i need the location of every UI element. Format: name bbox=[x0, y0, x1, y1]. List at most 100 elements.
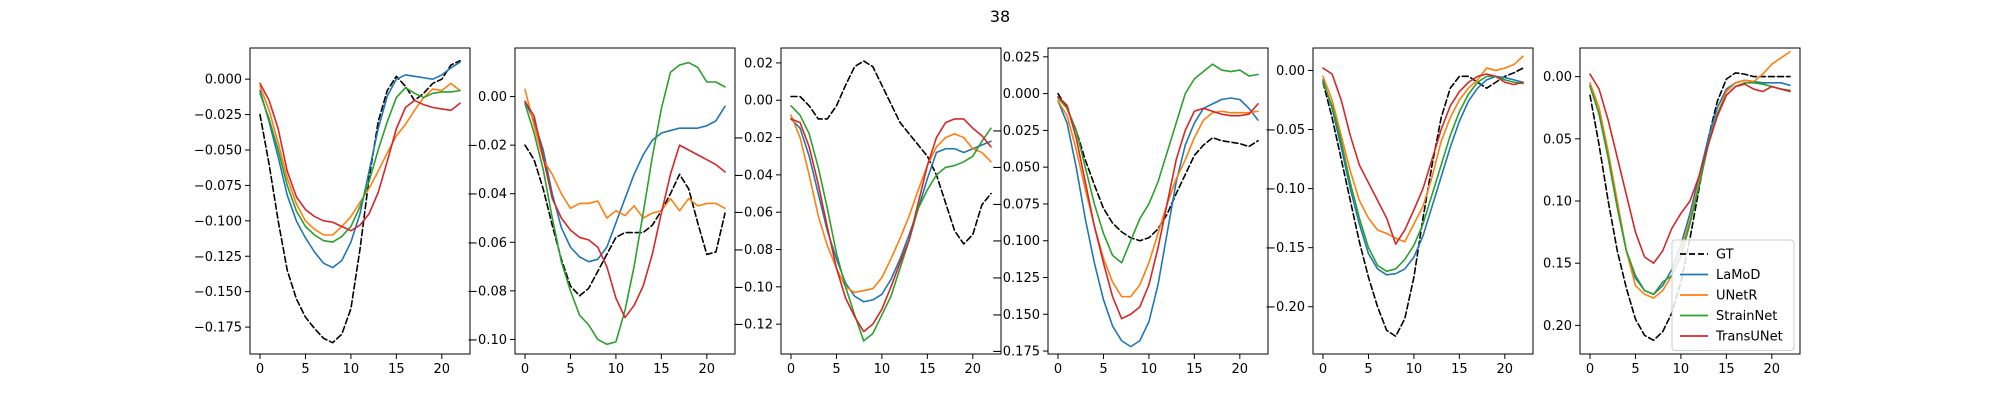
axes-frame bbox=[514, 47, 736, 355]
series-line-lamod bbox=[524, 100, 726, 263]
y-tick-label: 0.00 bbox=[478, 90, 507, 105]
series-line-transunet bbox=[1589, 73, 1791, 265]
x-tick-label: 0 bbox=[256, 362, 264, 377]
y-tick-label: 0.00 bbox=[1543, 70, 1572, 85]
axes-frame bbox=[249, 47, 471, 355]
series-line-gt bbox=[259, 59, 461, 344]
y-tick-label: −0.08 bbox=[733, 243, 773, 258]
y-tick-label: −0.025 bbox=[194, 108, 242, 123]
y-tick-label: −0.06 bbox=[467, 236, 507, 251]
x-tick-label: 20 bbox=[1764, 362, 1781, 377]
y-tick-label: −0.20 bbox=[1265, 300, 1305, 315]
series-line-strainnet bbox=[1322, 75, 1524, 273]
y-tick-label: −0.175 bbox=[194, 321, 242, 336]
y-tick-label: 0.15 bbox=[1543, 257, 1572, 272]
y-tick-label: −0.04 bbox=[467, 187, 507, 202]
y-tick-label: −0.08 bbox=[467, 284, 507, 299]
x-tick-label: 15 bbox=[1718, 362, 1735, 377]
figure-title: 38 bbox=[990, 7, 1010, 26]
y-tick-label: −0.12 bbox=[733, 318, 773, 333]
y-tick-label: 0.05 bbox=[1543, 132, 1572, 147]
series-line-strainnet bbox=[524, 61, 726, 346]
y-tick-label: 0.10 bbox=[1543, 195, 1572, 210]
x-tick-label: 10 bbox=[874, 362, 891, 377]
x-tick-label: 5 bbox=[566, 362, 574, 377]
series-line-transunet bbox=[259, 82, 461, 232]
x-tick-label: 5 bbox=[301, 362, 309, 377]
y-tick-label: −0.02 bbox=[733, 131, 773, 146]
x-tick-label: 0 bbox=[521, 362, 529, 377]
series-line-lamod bbox=[259, 61, 461, 269]
y-tick-label: −0.04 bbox=[733, 168, 773, 183]
y-tick-label: 0.025 bbox=[1003, 50, 1040, 65]
series-line-transunet bbox=[524, 100, 726, 319]
axes-frame bbox=[780, 47, 1002, 355]
x-tick-label: 0 bbox=[1586, 362, 1594, 377]
y-tick-label: −0.05 bbox=[1265, 123, 1305, 138]
series-line-strainnet bbox=[259, 86, 461, 243]
y-tick-label: −0.125 bbox=[992, 271, 1040, 286]
y-tick-label: −0.125 bbox=[194, 250, 242, 265]
x-tick-label: 20 bbox=[1232, 362, 1249, 377]
x-tick-label: 15 bbox=[388, 362, 405, 377]
x-tick-label: 15 bbox=[919, 362, 936, 377]
x-tick-label: 10 bbox=[608, 362, 625, 377]
axes-frame bbox=[1047, 47, 1269, 355]
x-tick-label: 15 bbox=[1451, 362, 1468, 377]
x-tick-label: 20 bbox=[965, 362, 982, 377]
x-tick-label: 5 bbox=[1099, 362, 1107, 377]
series-line-transunet bbox=[1057, 95, 1259, 320]
series-line-unetr bbox=[259, 82, 461, 236]
legend-label-transunet: TransUNet bbox=[1715, 330, 1783, 345]
subplot-4: 0 5 10 15 20 0.025 0.000 −0.025 −0.050 −0.075 −0.1… bbox=[992, 47, 1269, 377]
subplot-5: 0 5 10 15 20 0.00 −0.05 −0.10 −0.15 −0.20 bbox=[1265, 47, 1534, 377]
legend-box bbox=[1671, 239, 1795, 351]
y-tick-label: 0.20 bbox=[1543, 319, 1572, 334]
x-tick-label: 15 bbox=[1186, 362, 1203, 377]
legend-label-strainnet: StrainNet bbox=[1716, 309, 1777, 324]
x-tick-label: 5 bbox=[832, 362, 840, 377]
series-line-gt bbox=[790, 60, 992, 245]
subplot-2: 0 5 10 15 20 0.00 −0.02 −0.04 −0.06 −0.08 −0.10 bbox=[467, 47, 736, 377]
y-tick-label: 0.000 bbox=[1003, 87, 1040, 102]
x-tick-label: 5 bbox=[1631, 362, 1639, 377]
series-line-gt bbox=[1322, 67, 1524, 338]
y-tick-label: −0.075 bbox=[992, 197, 1040, 212]
series-line-strainnet bbox=[1057, 63, 1259, 264]
y-tick-label: −0.15 bbox=[1265, 241, 1305, 256]
y-tick-label: −0.050 bbox=[992, 161, 1040, 176]
x-tick-label: 20 bbox=[1497, 362, 1514, 377]
series-line-gt bbox=[1589, 72, 1791, 342]
x-tick-label: 20 bbox=[699, 362, 716, 377]
y-tick-label: −0.10 bbox=[1265, 182, 1305, 197]
legend-label-unetr: UNetR bbox=[1716, 289, 1757, 304]
y-tick-label: −0.150 bbox=[194, 285, 242, 300]
x-tick-label: 20 bbox=[434, 362, 451, 377]
series-line-lamod bbox=[1322, 75, 1524, 276]
subplot-1: 0 5 10 15 20 0.000 −0.025 −0.050 −0.075 −0.100 −0.… bbox=[194, 47, 471, 377]
y-tick-label: −0.025 bbox=[992, 124, 1040, 139]
subplot-6: 0 5 10 15 20 0.00 0.05 0.10 0.15 0.20 bbox=[1543, 47, 1801, 377]
y-tick-label: −0.100 bbox=[194, 214, 242, 229]
subplots: 0 5 10 15 200.000−0.025−0.050−0.075−0.100−0.… bbox=[194, 47, 1801, 377]
series-line-lamod bbox=[790, 118, 992, 303]
y-tick-label: −0.150 bbox=[992, 308, 1040, 323]
x-tick-label: 0 bbox=[1319, 362, 1327, 377]
subplot-3: 0 5 10 15 20 0.02 0.00 −0.02 −0.04 −0.06 −0.08 −0.1… bbox=[733, 47, 1002, 377]
y-tick-label: −0.100 bbox=[992, 234, 1040, 249]
series-line-unetr bbox=[790, 114, 992, 294]
series-line-gt bbox=[1057, 92, 1259, 242]
series-line-unetr bbox=[524, 88, 726, 219]
series-line-unetr bbox=[1322, 55, 1524, 243]
y-tick-label: −0.050 bbox=[194, 144, 242, 159]
y-tick-label: −0.175 bbox=[992, 345, 1040, 360]
y-tick-label: 0.02 bbox=[744, 56, 773, 71]
series-line-strainnet bbox=[790, 105, 992, 342]
y-tick-label: 0.00 bbox=[1276, 64, 1305, 79]
x-tick-label: 15 bbox=[653, 362, 670, 377]
y-tick-label: 0.000 bbox=[205, 73, 242, 88]
x-tick-label: 0 bbox=[1054, 362, 1062, 377]
x-tick-label: 5 bbox=[1364, 362, 1372, 377]
